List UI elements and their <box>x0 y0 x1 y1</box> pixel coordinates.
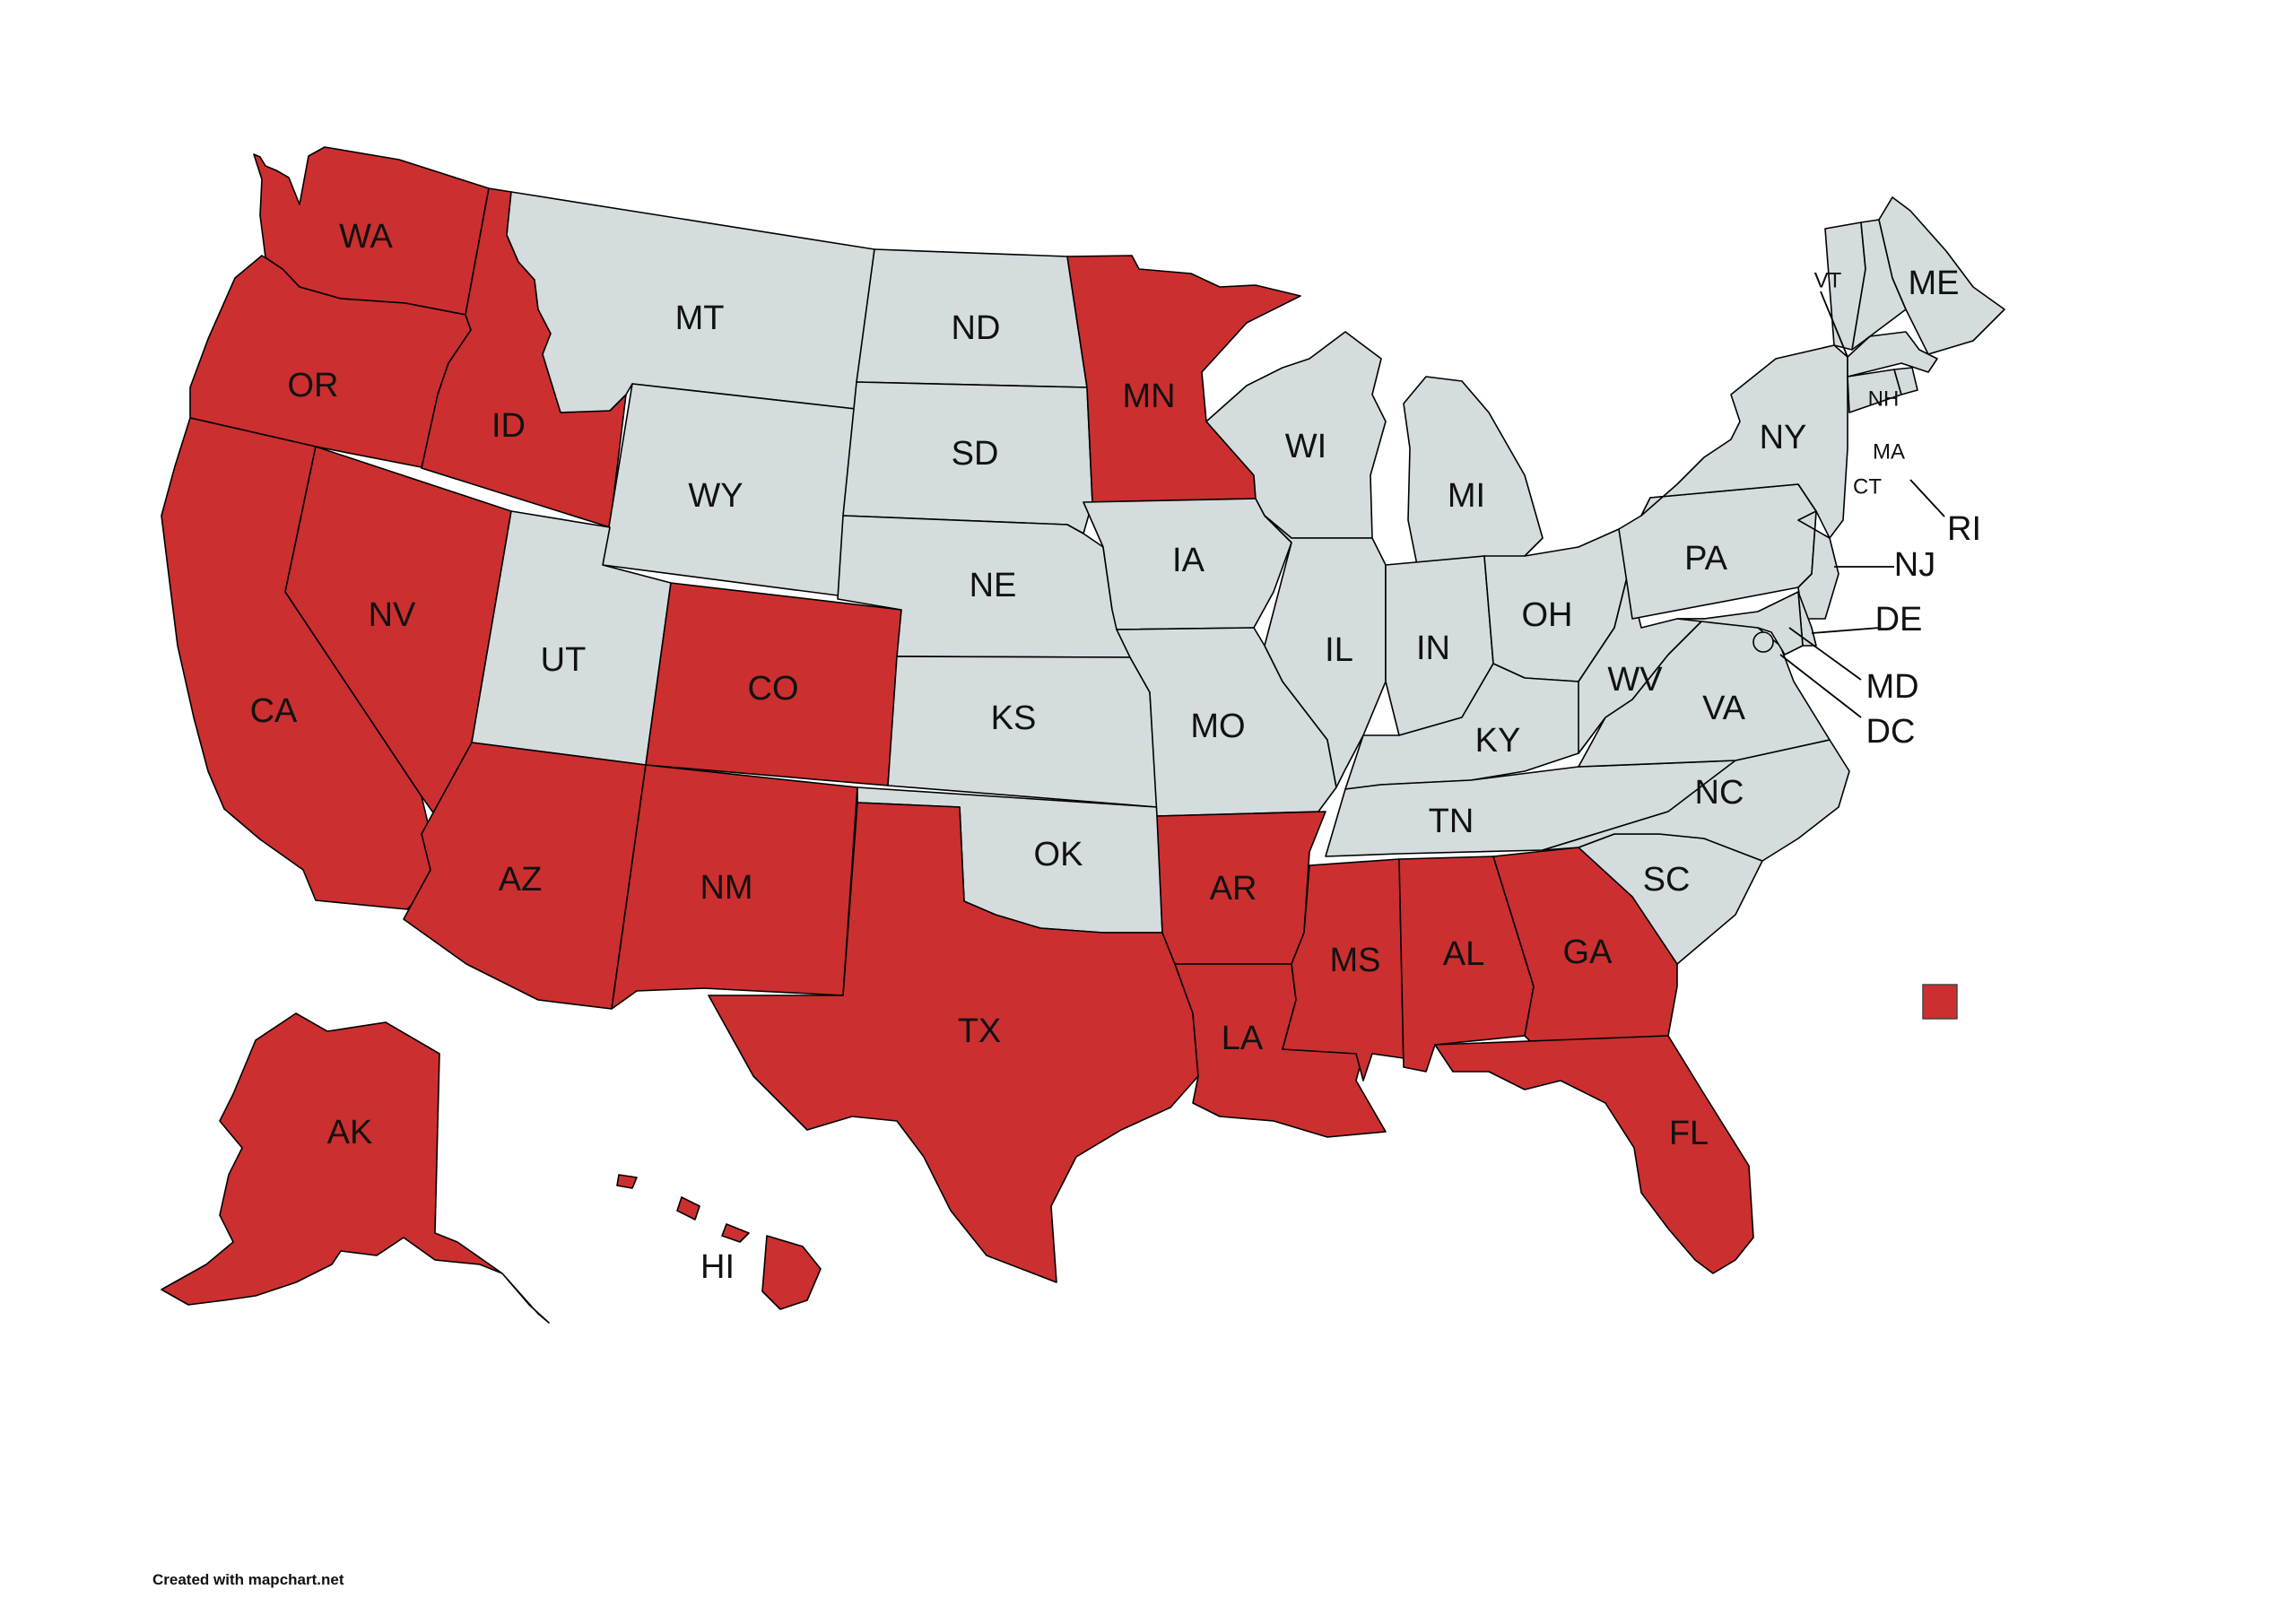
state-label-ar: AR <box>1210 870 1257 908</box>
state-label-hi: HI <box>700 1248 735 1286</box>
state-label-nc: NC <box>1695 774 1744 812</box>
state-ma[interactable] <box>1847 331 1938 378</box>
state-label-mi: MI <box>1448 477 1485 515</box>
state-label-ri: RI <box>1947 510 1981 548</box>
state-label-ia: IA <box>1172 542 1205 579</box>
state-me[interactable] <box>1878 196 2005 355</box>
state-label-mn: MN <box>1122 378 1175 415</box>
state-label-me: ME <box>1909 265 1960 302</box>
state-wi[interactable] <box>1205 331 1387 539</box>
state-label-wi: WI <box>1285 428 1326 465</box>
state-label-ak: AK <box>327 1114 373 1151</box>
state-ak[interactable] <box>161 1012 550 1324</box>
state-label-ks: KS <box>991 699 1037 737</box>
state-label-oh: OH <box>1522 596 1573 634</box>
state-label-ky: KY <box>1475 722 1521 760</box>
state-label-wv: WV <box>1607 661 1663 699</box>
state-label-ma: MA <box>1873 439 1905 464</box>
state-label-tn: TN <box>1429 803 1474 840</box>
state-ny[interactable] <box>1640 344 1848 539</box>
state-label-wa: WA <box>339 218 393 256</box>
state-label-id: ID <box>491 407 526 445</box>
state-label-de: DE <box>1875 601 1923 638</box>
state-label-in: IN <box>1416 630 1450 667</box>
state-fl[interactable] <box>1434 1035 1754 1274</box>
state-labels: WA OR CA NV ID MT WY UT AZ CO NM ND SD NE KS OK TX MN IA MO… <box>250 218 1981 1286</box>
state-label-mo: MO <box>1190 708 1245 745</box>
state-shapes <box>161 146 2005 1324</box>
state-label-dc: DC <box>1866 713 1916 751</box>
state-label-ca: CA <box>250 692 298 730</box>
state-md[interactable] <box>1676 591 1804 656</box>
state-label-mt: MT <box>675 300 725 337</box>
state-label-az: AZ <box>499 861 543 899</box>
state-hi[interactable] <box>616 1174 822 1310</box>
state-label-ny: NY <box>1760 419 1807 456</box>
state-il[interactable] <box>1264 515 1387 788</box>
state-label-ms: MS <box>1330 942 1381 979</box>
credit-text: Created with mapchart.net <box>152 1571 344 1588</box>
state-mi[interactable] <box>1403 376 1544 566</box>
state-tx[interactable] <box>708 802 1199 1283</box>
state-label-ne: NE <box>970 567 1017 604</box>
state-ri[interactable] <box>1893 367 1918 395</box>
state-label-fl: FL <box>1669 1115 1709 1152</box>
state-label-al: AL <box>1443 935 1484 973</box>
state-label-md: MD <box>1866 668 1918 706</box>
state-label-ga: GA <box>1563 934 1613 971</box>
state-label-wy: WY <box>688 477 743 515</box>
state-label-pa: PA <box>1684 540 1728 578</box>
state-label-nj: NJ <box>1894 546 1935 584</box>
state-label-ct: CT <box>1853 474 1882 499</box>
state-label-vt: VT <box>1814 268 1842 292</box>
state-dc[interactable] <box>1752 631 1774 653</box>
state-label-la: LA <box>1222 1020 1264 1057</box>
label-leader-lines <box>1779 291 1945 718</box>
state-label-nv: NV <box>369 596 416 634</box>
state-label-nm: NM <box>700 869 752 907</box>
state-label-co: CO <box>748 670 799 708</box>
state-label-sd: SD <box>952 435 999 473</box>
state-label-sc: SC <box>1643 861 1691 899</box>
state-label-tx: TX <box>958 1012 1002 1050</box>
state-label-or: OR <box>288 367 339 404</box>
state-label-ok: OK <box>1034 836 1083 873</box>
state-label-il: IL <box>1325 631 1353 669</box>
state-label-va: VA <box>1702 690 1746 727</box>
state-label-ut: UT <box>541 641 587 679</box>
state-label-nh: NH <box>1868 387 1900 411</box>
state-label-nd: ND <box>952 309 1001 347</box>
legend-swatch <box>1922 984 1958 1020</box>
